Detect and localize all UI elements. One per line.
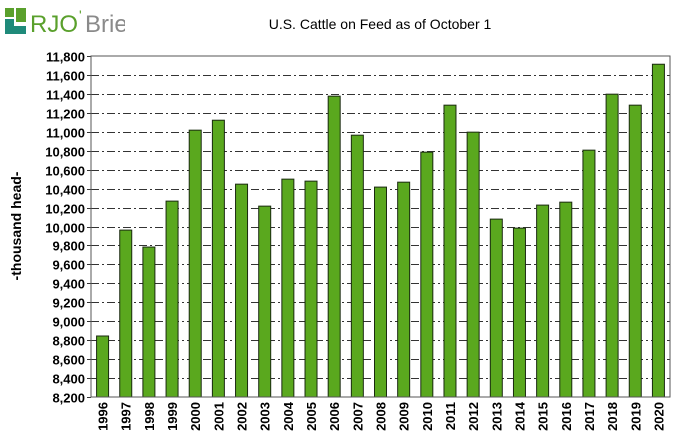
y-tick-label: 11,000 <box>46 126 85 141</box>
bar-2017 <box>582 149 596 398</box>
x-tick-label: 2014 <box>512 401 527 431</box>
y-tick-label: 9,200 <box>52 296 85 311</box>
bar-2014 <box>512 227 526 398</box>
bar-2009 <box>397 181 411 398</box>
x-tick-label: 2015 <box>536 402 551 431</box>
bar-1996 <box>96 335 110 398</box>
y-tick-label: 11,200 <box>46 107 85 122</box>
chart-title: U.S. Cattle on Feed as of October 1 <box>269 16 492 32</box>
x-tick-label: 2016 <box>559 402 574 431</box>
x-tick-label: 2004 <box>281 401 296 431</box>
bar-2013 <box>489 218 503 398</box>
bar-2012 <box>466 131 480 398</box>
bar-2016 <box>559 201 573 398</box>
x-tick-label: 2018 <box>605 402 620 431</box>
x-tick-label: 2010 <box>420 402 435 431</box>
x-tick-label: 2006 <box>327 402 342 431</box>
y-tick-label: 8,200 <box>52 391 85 406</box>
y-tick-label: 8,400 <box>52 372 85 387</box>
bar-2007 <box>350 134 364 398</box>
x-tick-label: 1997 <box>119 402 134 431</box>
y-tick-label: 8,800 <box>52 334 85 349</box>
y-tick-label: 9,800 <box>52 239 85 254</box>
logo-brien: Brien <box>85 11 125 36</box>
y-tick-label: 10,200 <box>45 202 85 217</box>
bar-2004 <box>281 178 295 398</box>
rjobrien-logo: RJO ' Brien <box>5 7 125 36</box>
bar-2000 <box>188 129 202 398</box>
x-tick-label: 1998 <box>142 402 157 431</box>
x-tick-label: 2009 <box>397 402 412 431</box>
y-tick-label: 9,000 <box>52 315 85 330</box>
bar-2018 <box>605 93 619 398</box>
y-axis-label: -thousand head- <box>8 171 24 280</box>
bar-2019 <box>628 104 642 398</box>
logo-apostrophe: ' <box>79 7 82 23</box>
x-tick-label: 2005 <box>304 402 319 431</box>
bar-1999 <box>165 200 179 398</box>
bar-2002 <box>235 183 249 398</box>
y-tick-label: 10,000 <box>45 221 85 236</box>
plot-area-border <box>90 55 671 398</box>
bar-1998 <box>142 246 156 398</box>
x-tick-label: 2013 <box>489 402 504 431</box>
x-tick-label: 2017 <box>582 402 597 431</box>
bar-2010 <box>420 151 434 398</box>
bar-2020 <box>651 63 665 398</box>
y-tick-label: 10,600 <box>45 164 85 179</box>
x-tick-label: 2002 <box>235 402 250 431</box>
bar-2001 <box>211 119 225 398</box>
x-tick-label: 2000 <box>188 402 203 431</box>
x-tick-label: 1996 <box>96 402 111 431</box>
y-tick-label: 9,600 <box>52 258 85 273</box>
x-tick-label: 2019 <box>628 402 643 431</box>
x-tick-label: 2011 <box>443 402 458 430</box>
y-tick-label: 11,600 <box>46 69 85 84</box>
y-tick-label: 10,400 <box>45 183 85 198</box>
bar-1997 <box>119 229 133 398</box>
y-tick-label: 9,400 <box>52 277 85 292</box>
x-tick-label: 2020 <box>651 402 666 431</box>
bar-2006 <box>327 95 341 398</box>
x-tick-label: 2007 <box>350 402 365 431</box>
logo-rjo: RJO <box>30 11 78 36</box>
bar-2003 <box>258 205 272 398</box>
x-tick-label: 2001 <box>211 402 226 431</box>
bar-2005 <box>304 180 318 398</box>
x-tick-label: 2003 <box>258 402 273 431</box>
y-tick-label: 11,400 <box>46 88 85 103</box>
bar-2008 <box>374 186 387 398</box>
x-tick-label: 2008 <box>374 402 389 431</box>
bar-2011 <box>443 104 457 398</box>
y-tick-label: 11,800 <box>46 50 85 65</box>
y-tick-label: 10,800 <box>45 145 85 160</box>
y-tick-label: 8,600 <box>52 353 85 368</box>
x-tick-label: 2012 <box>466 402 481 431</box>
x-tick-label: 1999 <box>165 402 180 431</box>
bar-2015 <box>536 204 550 398</box>
